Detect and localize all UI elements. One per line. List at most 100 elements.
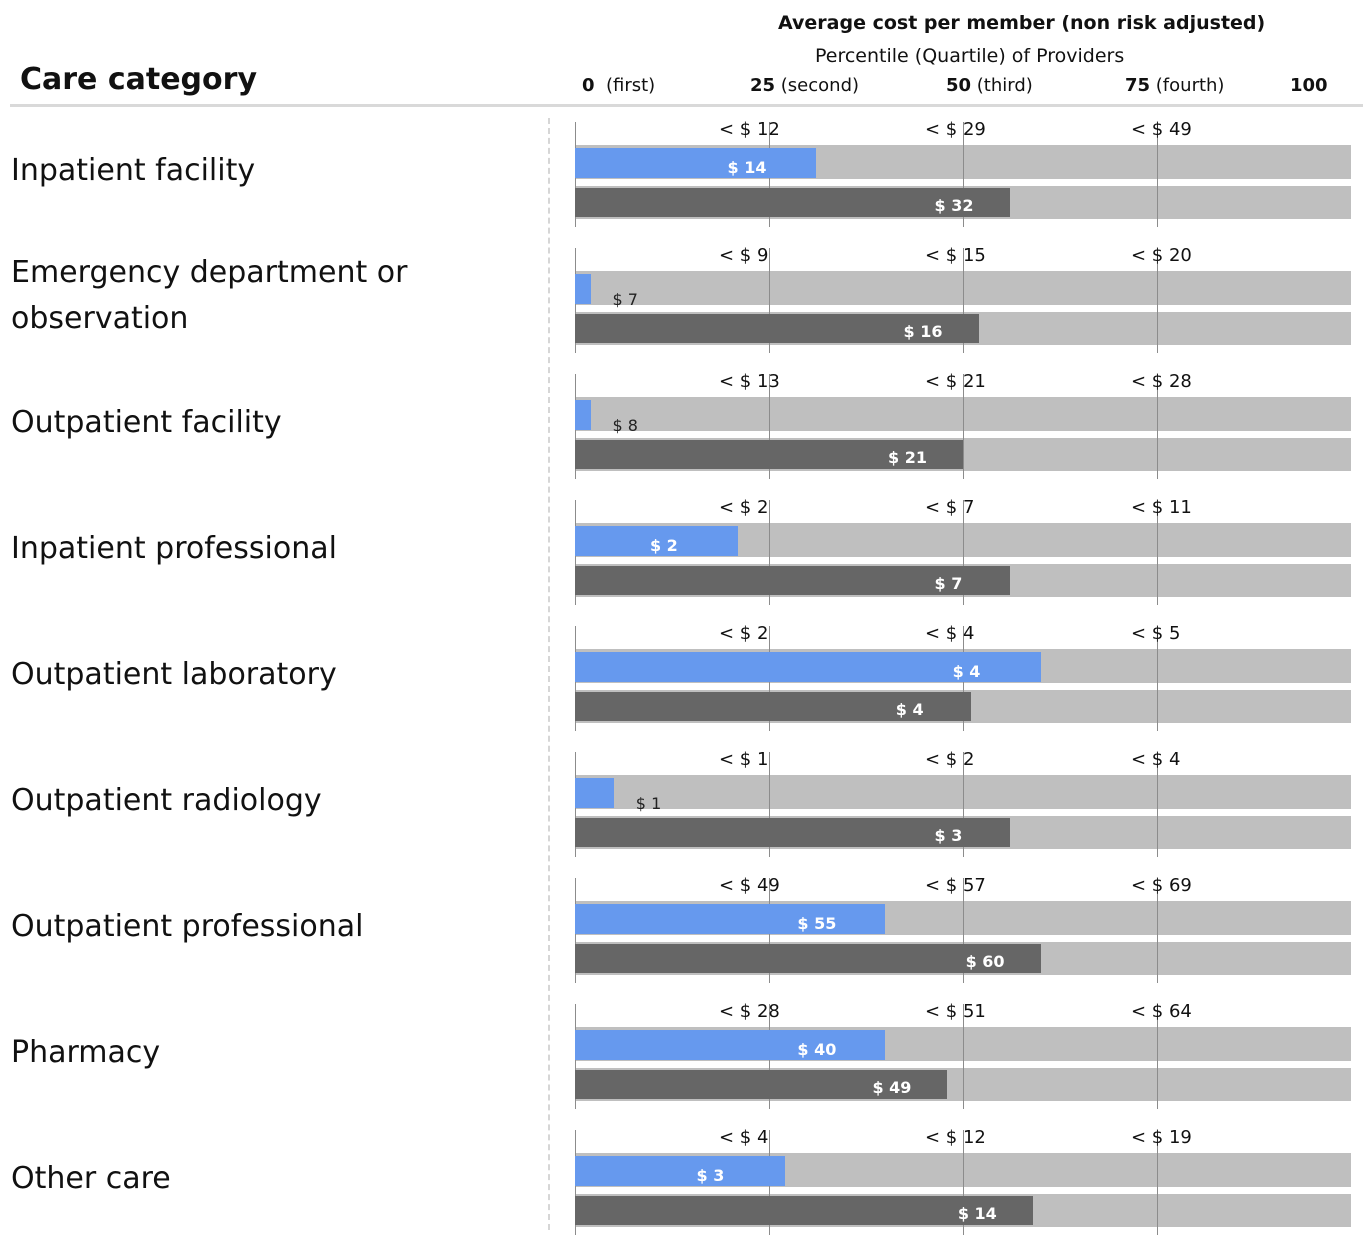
comparison-bar	[575, 944, 1041, 973]
provider-bar	[575, 400, 591, 430]
quartile-gridline	[769, 374, 770, 479]
provider-value-label: $ 1	[635, 794, 662, 813]
category-label: Other care	[11, 1161, 171, 1196]
quartile-gridline	[963, 878, 964, 983]
quartile-threshold-label: < $ 4	[925, 623, 975, 644]
quartile-threshold-label: < $ 51	[925, 1001, 986, 1022]
provider-value-label: $ 3	[696, 1166, 725, 1185]
provider-bar	[575, 1030, 886, 1060]
comparison-bar	[575, 188, 1010, 217]
provider-value-label: $ 4	[952, 662, 981, 681]
comparison-value-label: $ 4	[895, 700, 924, 719]
quartile-gridline	[1157, 1004, 1158, 1109]
quartile-gridline	[963, 122, 964, 227]
category-label: Outpatient professional	[11, 909, 364, 944]
quartile-threshold-label: < $ 49	[1131, 119, 1192, 140]
quartile-threshold-label: < $ 2	[925, 749, 975, 770]
quartile-gridline	[1157, 878, 1158, 983]
quartile-threshold-label: < $ 1	[719, 749, 769, 770]
quartile-threshold-label: < $ 29	[925, 119, 986, 140]
provider-value-label: $ 55	[797, 914, 837, 933]
comparison-value-label: $ 32	[934, 196, 974, 215]
quartile-threshold-label: < $ 69	[1131, 875, 1192, 896]
comparison-value-label: $ 60	[965, 952, 1005, 971]
quartile-threshold-label: < $ 4	[719, 1127, 769, 1148]
quartile-gridline	[963, 248, 964, 353]
quartile-gridline	[769, 500, 770, 605]
category-label: Outpatient facility	[11, 405, 282, 440]
provider-value-label: $ 8	[612, 416, 638, 435]
comparison-bar	[575, 1070, 948, 1099]
comparison-bar	[575, 818, 1010, 847]
comparison-value-label: $ 14	[957, 1204, 997, 1223]
quartile-gridline	[963, 1130, 964, 1235]
provider-value-label: $ 2	[649, 536, 678, 555]
category-label: Pharmacy	[11, 1035, 161, 1070]
quartile-gridline	[769, 248, 770, 353]
quartile-gridline	[1157, 374, 1158, 479]
comparison-value-label: $ 16	[903, 322, 943, 341]
provider-bar	[575, 1156, 785, 1186]
comparison-bar	[575, 440, 963, 469]
comparison-bar	[575, 1196, 1033, 1225]
quartile-threshold-label: < $ 12	[719, 119, 780, 140]
quartile-threshold-label: < $ 20	[1131, 245, 1192, 266]
quartile-threshold-label: < $ 57	[925, 875, 986, 896]
comparison-bar	[575, 692, 971, 721]
quartile-gridline	[963, 752, 964, 857]
quartile-threshold-label: < $ 12	[925, 1127, 986, 1148]
comparison-bar	[575, 314, 979, 343]
quartile-threshold-label: < $ 4	[1131, 749, 1181, 770]
percentile-tick-50: 50 (third)	[946, 75, 1033, 96]
quartile-gridline	[1157, 1130, 1158, 1235]
quartile-gridline	[1157, 122, 1158, 227]
care-category-heading: Care category	[20, 62, 257, 97]
quartile-threshold-label: < $ 5	[1131, 623, 1181, 644]
quartile-threshold-label: < $ 21	[925, 371, 986, 392]
percentile-tick-0: 0 (first)	[582, 75, 656, 96]
category-label: Inpatient facility	[11, 153, 256, 188]
quartile-threshold-label: < $ 2	[719, 497, 769, 518]
provider-bar	[575, 652, 1041, 682]
quartile-threshold-label: < $ 28	[1131, 371, 1192, 392]
header-divider	[10, 104, 1363, 107]
quartile-threshold-label: < $ 11	[1131, 497, 1192, 518]
quartile-threshold-label: < $ 13	[719, 371, 780, 392]
provider-value-label: $ 40	[797, 1040, 837, 1059]
quartile-threshold-label: < $ 15	[925, 245, 986, 266]
column-separator	[548, 118, 550, 1230]
provider-value-label: $ 14	[727, 158, 767, 177]
quartile-threshold-label: < $ 19	[1131, 1127, 1192, 1148]
provider-bar	[575, 526, 738, 556]
quartile-threshold-label: < $ 28	[719, 1001, 780, 1022]
provider-bar	[575, 148, 816, 178]
quartile-threshold-label: < $ 49	[719, 875, 780, 896]
quartile-gridline	[1157, 500, 1158, 605]
comparison-value-label: $ 49	[872, 1078, 912, 1097]
quartile-gridline	[1157, 248, 1158, 353]
percentile-tick-25: 25 (second)	[750, 75, 860, 96]
quartile-threshold-label: < $ 9	[719, 245, 769, 266]
comparison-value-label: $ 3	[934, 826, 963, 845]
provider-bar	[575, 274, 591, 304]
comparison-bar	[575, 566, 1010, 595]
chart-subtitle: Percentile (Quartile) of Providers	[815, 45, 1125, 67]
provider-bar	[575, 778, 614, 808]
quartile-threshold-label: < $ 2	[719, 623, 769, 644]
quartile-gridline	[1157, 752, 1158, 857]
chart-title: Average cost per member (non risk adjust…	[778, 12, 1266, 34]
quartile-gridline	[963, 500, 964, 605]
category-label: Inpatient professional	[11, 531, 337, 566]
category-label: Emergency department or observation	[11, 255, 408, 336]
quartile-gridline	[963, 374, 964, 479]
category-label: Outpatient laboratory	[11, 657, 337, 692]
percentile-tick-75: 75 (fourth)	[1125, 75, 1225, 96]
quartile-threshold-label: < $ 7	[925, 497, 975, 518]
quartile-threshold-label: < $ 64	[1131, 1001, 1192, 1022]
comparison-value-label: $ 7	[934, 574, 963, 593]
quartile-gridline	[1157, 626, 1158, 731]
quartile-gridline	[769, 752, 770, 857]
category-label: Outpatient radiology	[11, 783, 322, 818]
provider-value-label: $ 7	[612, 290, 638, 309]
